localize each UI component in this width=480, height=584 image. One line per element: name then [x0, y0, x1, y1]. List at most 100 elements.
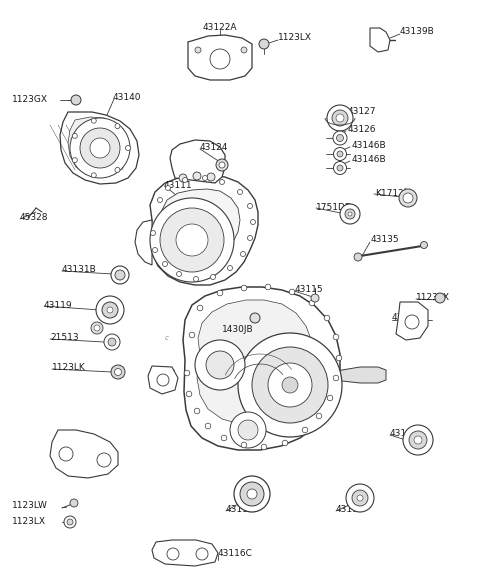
Circle shape — [311, 294, 319, 302]
Polygon shape — [152, 540, 218, 566]
Circle shape — [94, 325, 100, 331]
Circle shape — [125, 145, 131, 151]
Circle shape — [203, 176, 207, 180]
Circle shape — [210, 49, 230, 69]
Circle shape — [435, 293, 445, 303]
Text: K17121: K17121 — [375, 189, 409, 197]
Circle shape — [228, 266, 232, 270]
Circle shape — [115, 168, 120, 172]
Text: 43176: 43176 — [56, 440, 84, 449]
Text: 21513: 21513 — [50, 333, 79, 342]
Text: 43113: 43113 — [226, 506, 254, 515]
Circle shape — [163, 262, 168, 266]
Circle shape — [248, 235, 252, 241]
Circle shape — [67, 519, 73, 525]
Text: 43127: 43127 — [348, 107, 376, 116]
Polygon shape — [197, 300, 313, 425]
Text: 1751DD: 1751DD — [316, 203, 353, 211]
Text: 1123LK: 1123LK — [52, 363, 86, 373]
Circle shape — [91, 173, 96, 178]
Text: 1123LX: 1123LX — [416, 294, 450, 303]
Circle shape — [108, 338, 116, 346]
Circle shape — [345, 209, 355, 219]
Circle shape — [157, 374, 169, 386]
Circle shape — [193, 276, 199, 281]
Circle shape — [179, 174, 187, 182]
Circle shape — [72, 158, 77, 163]
Circle shape — [354, 253, 362, 261]
Circle shape — [111, 365, 125, 379]
Circle shape — [250, 313, 260, 323]
Circle shape — [324, 315, 330, 321]
Circle shape — [405, 315, 419, 329]
Circle shape — [240, 482, 264, 506]
Circle shape — [420, 242, 428, 249]
Circle shape — [193, 172, 201, 180]
Circle shape — [104, 334, 120, 350]
Circle shape — [336, 114, 344, 122]
Circle shape — [80, 128, 120, 168]
Circle shape — [194, 408, 200, 414]
Polygon shape — [162, 189, 240, 258]
Circle shape — [265, 284, 271, 290]
Circle shape — [186, 391, 192, 397]
Polygon shape — [148, 366, 178, 394]
Circle shape — [151, 231, 156, 235]
Text: 43111: 43111 — [164, 180, 192, 189]
Text: 45328: 45328 — [20, 214, 48, 223]
Circle shape — [59, 447, 73, 461]
Circle shape — [97, 453, 111, 467]
Polygon shape — [183, 287, 340, 450]
Circle shape — [107, 307, 113, 313]
Text: c: c — [165, 335, 169, 341]
Circle shape — [240, 252, 245, 256]
Circle shape — [160, 208, 224, 272]
Polygon shape — [60, 112, 139, 184]
Text: 43140: 43140 — [113, 93, 142, 103]
Text: 1123GX: 1123GX — [12, 96, 48, 105]
Circle shape — [333, 334, 339, 340]
Circle shape — [340, 204, 360, 224]
Circle shape — [238, 333, 342, 437]
Circle shape — [316, 413, 322, 419]
Circle shape — [241, 47, 247, 53]
Text: 43134A: 43134A — [390, 429, 425, 439]
Polygon shape — [150, 175, 258, 285]
Circle shape — [336, 134, 344, 141]
Circle shape — [219, 179, 225, 185]
Polygon shape — [50, 430, 118, 478]
Circle shape — [399, 189, 417, 207]
Circle shape — [96, 296, 124, 324]
Circle shape — [196, 548, 208, 560]
Circle shape — [259, 39, 269, 49]
Circle shape — [206, 351, 234, 379]
Circle shape — [72, 133, 77, 138]
Text: 43131B: 43131B — [62, 266, 97, 274]
Polygon shape — [330, 367, 386, 383]
Circle shape — [219, 162, 225, 168]
Polygon shape — [68, 117, 128, 177]
Circle shape — [251, 220, 255, 224]
Circle shape — [234, 476, 270, 512]
Circle shape — [195, 340, 245, 390]
Text: 43146B: 43146B — [352, 141, 386, 151]
Circle shape — [189, 332, 195, 338]
Polygon shape — [135, 220, 152, 265]
Circle shape — [70, 499, 78, 507]
Circle shape — [230, 412, 266, 448]
Circle shape — [282, 440, 288, 446]
Circle shape — [211, 274, 216, 280]
Circle shape — [166, 186, 170, 190]
Circle shape — [248, 203, 252, 208]
Circle shape — [332, 110, 348, 126]
Circle shape — [153, 248, 157, 252]
Circle shape — [247, 489, 257, 499]
Circle shape — [91, 322, 103, 334]
Circle shape — [216, 159, 228, 171]
Circle shape — [327, 105, 353, 131]
Circle shape — [336, 355, 342, 361]
Circle shape — [403, 425, 433, 455]
Circle shape — [91, 118, 96, 123]
Circle shape — [102, 302, 118, 318]
Circle shape — [334, 162, 347, 175]
